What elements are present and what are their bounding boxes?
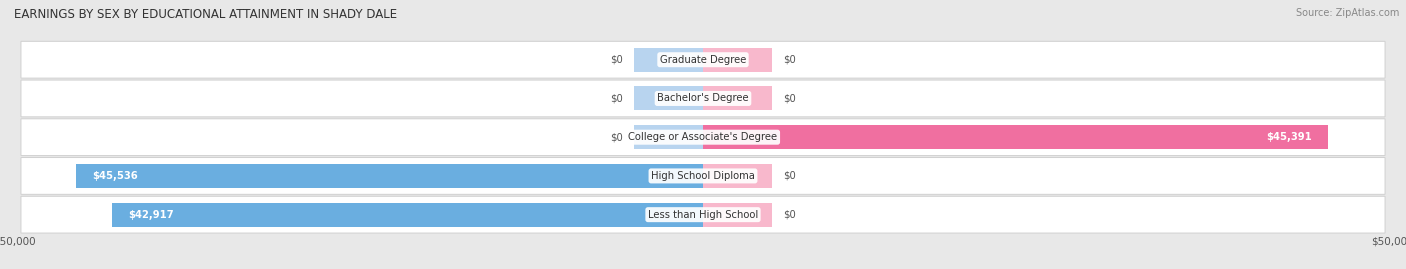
Text: College or Associate's Degree: College or Associate's Degree xyxy=(628,132,778,142)
FancyBboxPatch shape xyxy=(21,196,1385,233)
Text: EARNINGS BY SEX BY EDUCATIONAL ATTAINMENT IN SHADY DALE: EARNINGS BY SEX BY EDUCATIONAL ATTAINMEN… xyxy=(14,8,396,21)
Text: Less than High School: Less than High School xyxy=(648,210,758,220)
Text: $0: $0 xyxy=(610,132,623,142)
Bar xyxy=(703,164,772,188)
FancyBboxPatch shape xyxy=(21,80,1385,117)
Text: $0: $0 xyxy=(783,55,796,65)
Text: $45,391: $45,391 xyxy=(1267,132,1312,142)
Text: $0: $0 xyxy=(610,93,623,104)
FancyBboxPatch shape xyxy=(21,41,1385,78)
Bar xyxy=(634,48,703,72)
Bar xyxy=(703,86,772,111)
Bar xyxy=(76,164,703,188)
Text: High School Diploma: High School Diploma xyxy=(651,171,755,181)
Text: $0: $0 xyxy=(783,210,796,220)
Bar xyxy=(634,125,703,149)
Text: $0: $0 xyxy=(783,171,796,181)
Text: $0: $0 xyxy=(783,93,796,104)
Bar xyxy=(703,203,772,227)
Text: Bachelor's Degree: Bachelor's Degree xyxy=(657,93,749,104)
FancyBboxPatch shape xyxy=(21,119,1385,155)
Bar xyxy=(703,125,1329,149)
Bar xyxy=(111,203,703,227)
Text: $45,536: $45,536 xyxy=(93,171,138,181)
FancyBboxPatch shape xyxy=(21,158,1385,194)
Text: $0: $0 xyxy=(610,55,623,65)
Text: Source: ZipAtlas.com: Source: ZipAtlas.com xyxy=(1295,8,1399,18)
Text: $42,917: $42,917 xyxy=(128,210,174,220)
Bar xyxy=(703,48,772,72)
Text: Graduate Degree: Graduate Degree xyxy=(659,55,747,65)
Bar xyxy=(634,86,703,111)
